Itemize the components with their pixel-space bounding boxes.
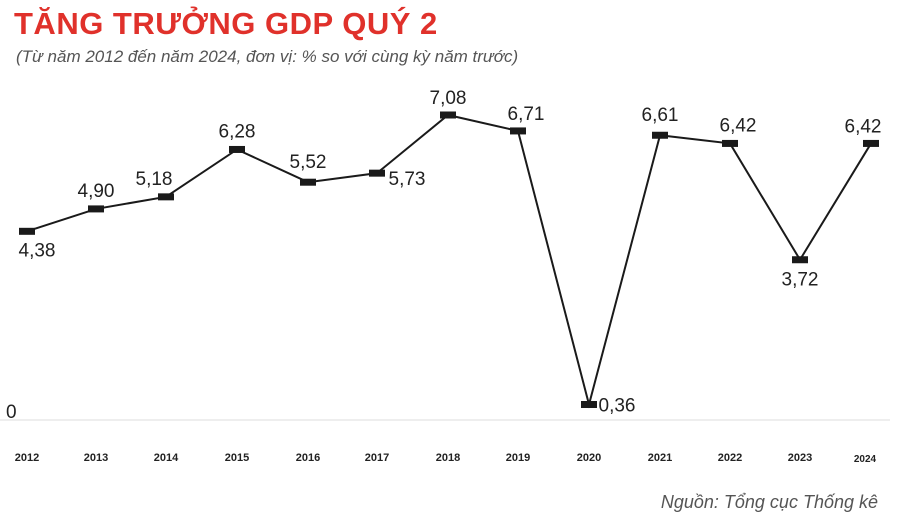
data-point-marker — [300, 178, 316, 186]
data-label: 0,36 — [599, 395, 636, 416]
series-line — [26, 113, 872, 409]
data-label: 6,61 — [642, 105, 679, 126]
data-label: 6,71 — [508, 104, 545, 125]
data-point-marker — [863, 139, 879, 147]
data-label: 7,08 — [430, 88, 467, 109]
x-tick-label: 2013 — [84, 452, 108, 464]
x-tick-label: 2017 — [365, 452, 389, 464]
data-point-marker — [88, 205, 104, 213]
x-tick-label: 2019 — [506, 452, 530, 464]
data-label: 4,90 — [78, 181, 115, 202]
data-label: 5,73 — [389, 169, 426, 190]
x-tick-label: 2022 — [718, 452, 742, 464]
data-point-marker — [229, 145, 245, 153]
data-point-marker — [652, 131, 668, 139]
data-point-marker — [792, 256, 808, 264]
x-tick-label: 2021 — [648, 452, 672, 464]
x-tick-label: 2012 — [15, 452, 39, 464]
x-tick-label: 2015 — [225, 452, 249, 464]
x-tick-label: 2024 — [854, 454, 877, 465]
data-label: 6,42 — [845, 116, 882, 137]
x-tick-label: 2018 — [436, 452, 460, 464]
data-point-marker — [581, 400, 597, 408]
data-point-marker — [369, 169, 385, 177]
chart-title: TĂNG TRƯỞNG GDP QUÝ 2 — [14, 6, 438, 41]
data-point-marker — [440, 111, 456, 119]
data-label: 4,38 — [19, 240, 56, 261]
data-label: 6,28 — [219, 121, 256, 142]
x-tick-label: 2020 — [577, 452, 601, 464]
data-point-marker — [722, 139, 738, 147]
x-tick-label: 2014 — [154, 452, 179, 464]
data-point-marker — [510, 127, 526, 135]
data-point-marker — [19, 227, 35, 235]
data-point-marker — [158, 193, 174, 201]
data-label: 6,42 — [720, 115, 757, 136]
x-tick-label: 2016 — [296, 452, 320, 464]
chart-subtitle: (Từ năm 2012 đến năm 2024, đơn vị: % so … — [16, 47, 519, 66]
data-label: 5,52 — [290, 152, 327, 173]
data-label: 5,18 — [136, 169, 173, 190]
source-note: Nguồn: Tổng cục Thống kê — [660, 492, 878, 512]
y-tick-label: 0 — [6, 402, 17, 423]
data-label: 3,72 — [782, 270, 819, 291]
x-tick-label: 2023 — [788, 452, 812, 464]
